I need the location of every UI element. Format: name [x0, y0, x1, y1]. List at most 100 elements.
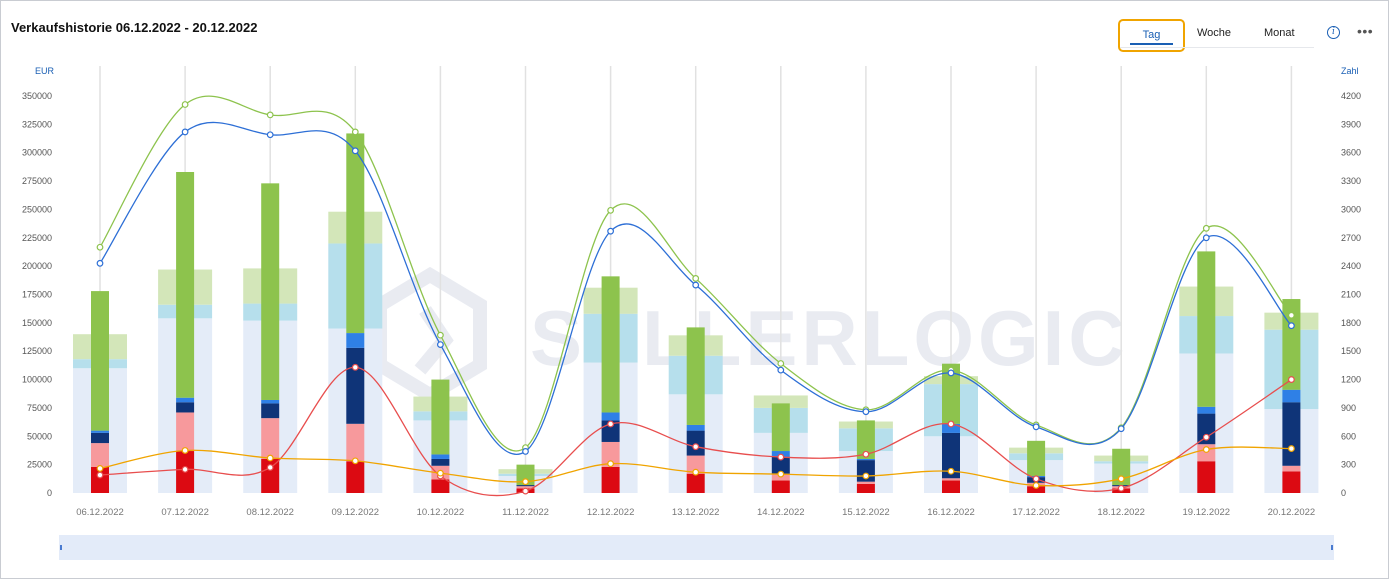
bar-segment	[176, 412, 195, 452]
series-point	[607, 420, 614, 428]
series-point	[862, 450, 870, 458]
bar-segment	[601, 276, 620, 413]
bar-segment	[856, 481, 875, 484]
y-right-tick-label: 2700	[1341, 233, 1361, 243]
bar-segment	[1197, 413, 1216, 445]
series-point	[692, 468, 700, 476]
x-tick-label: 16.12.2022	[927, 507, 975, 518]
series-point	[96, 243, 104, 251]
bar-segment	[431, 458, 450, 466]
series-point	[1117, 484, 1125, 492]
series-point	[607, 227, 614, 235]
bar-segment	[1197, 251, 1216, 407]
series-point	[947, 420, 955, 428]
bar-segment	[686, 430, 705, 456]
navigator-left-handle[interactable]	[60, 545, 62, 550]
tab-week[interactable]: Woche	[1197, 27, 1232, 39]
x-tick-label: 07.12.2022	[161, 507, 209, 518]
series-point	[947, 369, 955, 377]
series-point	[181, 447, 189, 454]
bar-segment	[771, 403, 790, 452]
bar-segment	[176, 397, 195, 403]
bar-segment	[516, 464, 535, 486]
bar-segment	[91, 430, 109, 433]
series-point	[1287, 445, 1295, 452]
series-point	[692, 275, 700, 282]
series-point	[266, 454, 274, 462]
y-left-tick-label: 225000	[22, 233, 52, 243]
bar-segment	[1027, 486, 1046, 493]
bar-segment	[1027, 440, 1046, 476]
y-right-tick-label: 3900	[1341, 119, 1361, 129]
series-point	[1032, 482, 1040, 489]
series-point	[96, 259, 104, 267]
series-point	[1032, 475, 1040, 483]
navigator-right-handle[interactable]	[1331, 545, 1333, 550]
series-point	[607, 460, 614, 468]
series-point	[692, 281, 700, 289]
y-left-tick-label: 325000	[22, 119, 52, 129]
tab-month[interactable]: Monat	[1264, 27, 1295, 39]
y-right-tick-label: 2100	[1341, 290, 1361, 300]
y-right-tick-label: 4200	[1341, 91, 1361, 101]
series-point	[437, 341, 444, 348]
series-point	[1117, 425, 1125, 433]
y-left-tick-label: 50000	[27, 431, 52, 441]
series-point	[1202, 224, 1210, 232]
bar-segment	[942, 432, 960, 479]
bar-segment	[686, 424, 705, 431]
more-horizontal-icon[interactable]: •••	[1357, 23, 1374, 39]
y-right-tick-label: 0	[1341, 488, 1346, 498]
tab-day[interactable]: Tag	[1118, 18, 1185, 52]
x-tick-label: 11.12.2022	[502, 507, 549, 518]
series-point	[437, 469, 444, 477]
bar-segment	[516, 486, 535, 489]
bar-segment	[346, 347, 365, 424]
y-left-tick-label: 175000	[22, 290, 52, 300]
y-right-tick-label: 1800	[1341, 318, 1361, 328]
y-right-unit: Zahl	[1341, 66, 1359, 76]
y-right-tick-label: 3000	[1341, 204, 1361, 214]
bar-segment	[1282, 299, 1301, 390]
bar-segment	[431, 454, 450, 459]
info-icon[interactable]: i	[1327, 26, 1340, 39]
y-left-tick-label: 25000	[27, 460, 52, 470]
series-point	[522, 448, 529, 455]
bar-segment	[261, 458, 280, 493]
watermark-logo: SELLERLOGIC	[373, 266, 1125, 404]
bar-segment	[1197, 461, 1216, 493]
x-tick-label: 06.12.2022	[76, 507, 124, 518]
bar-segment	[1112, 448, 1131, 486]
x-tick-label: 10.12.2022	[417, 507, 465, 518]
y-left-tick-label: 250000	[22, 204, 52, 214]
y-right-tick-label: 3300	[1341, 176, 1361, 186]
series-point	[351, 363, 359, 371]
bar-segment	[1282, 471, 1301, 493]
bar-segment	[1197, 406, 1216, 414]
series-point	[1287, 322, 1295, 330]
period-toggle: Tag Woche Monat	[1118, 17, 1295, 53]
y-right-tick-label: 300	[1341, 460, 1356, 470]
y-left-unit: EUR	[35, 66, 55, 76]
x-tick-label: 13.12.2022	[672, 507, 720, 518]
series-point	[266, 131, 274, 139]
y-left-tick-label: 300000	[22, 148, 52, 158]
bar-segment	[261, 418, 280, 459]
bar-segment	[856, 458, 875, 461]
x-tick-label: 12.12.2022	[587, 507, 635, 518]
series-point	[777, 470, 785, 478]
bar-segment	[346, 423, 365, 462]
y-left-tick-label: 350000	[22, 91, 52, 101]
series-point	[351, 128, 359, 136]
bar-segment-wide	[753, 395, 808, 408]
series-line	[99, 95, 1292, 452]
bar-segment	[1282, 465, 1301, 472]
y-left-tick-label: 100000	[22, 375, 52, 385]
series-line	[99, 366, 1292, 497]
y-left-tick-label: 0	[47, 488, 52, 498]
series-point	[862, 408, 870, 416]
y-right-tick-label: 900	[1341, 403, 1356, 413]
bar-segment	[601, 412, 620, 421]
bar-segment	[942, 363, 960, 424]
range-navigator[interactable]	[59, 535, 1334, 560]
